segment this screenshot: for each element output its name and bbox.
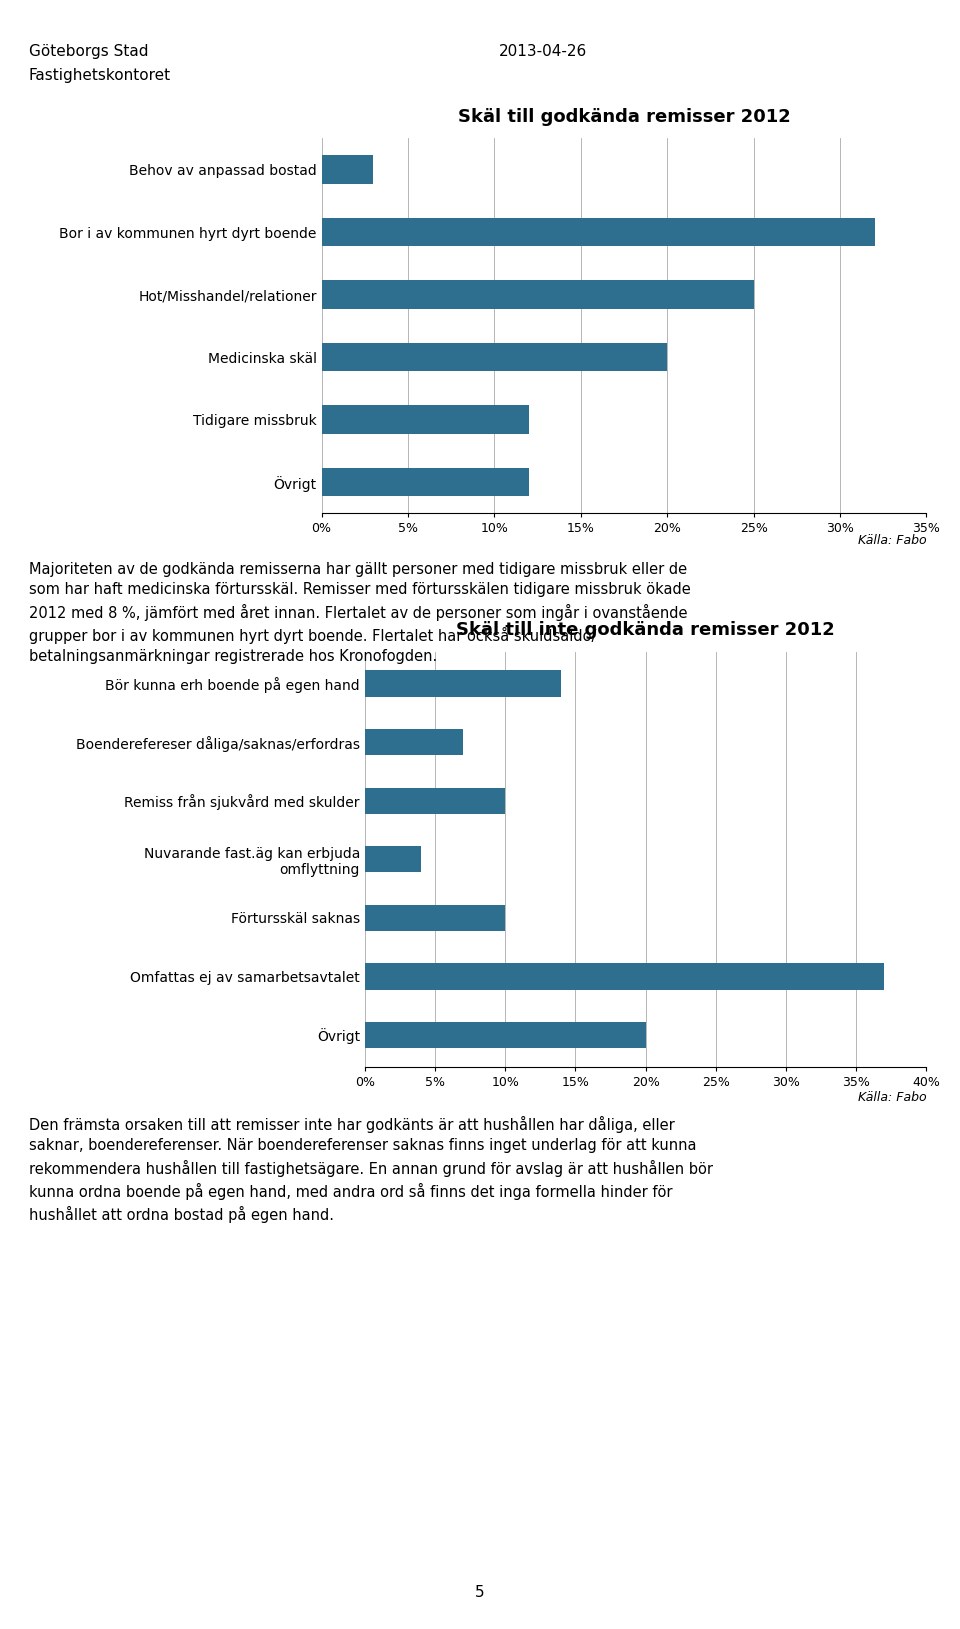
- Bar: [365, 963, 884, 989]
- Bar: [365, 671, 562, 697]
- Text: Göteborgs Stad: Göteborgs Stad: [29, 44, 148, 59]
- Text: Källa: Fabo: Källa: Fabo: [858, 534, 926, 547]
- Bar: [365, 904, 505, 932]
- Text: Den främsta orsaken till att remisser inte har godkänts är att hushållen har dål: Den främsta orsaken till att remisser in…: [29, 1116, 712, 1223]
- Bar: [322, 406, 529, 433]
- Bar: [322, 280, 754, 308]
- Bar: [322, 468, 529, 497]
- Bar: [365, 1021, 645, 1047]
- Bar: [365, 787, 505, 814]
- Bar: [365, 845, 420, 873]
- Title: Skäl till godkända remisser 2012: Skäl till godkända remisser 2012: [458, 108, 790, 125]
- Bar: [322, 155, 373, 184]
- Bar: [365, 730, 463, 756]
- Text: Fastighetskontoret: Fastighetskontoret: [29, 68, 171, 83]
- Text: 5: 5: [475, 1585, 485, 1600]
- Text: Källa: Fabo: Källa: Fabo: [858, 1091, 926, 1104]
- Text: 2013-04-26: 2013-04-26: [499, 44, 588, 59]
- Title: Skäl till inte godkända remisser 2012: Skäl till inte godkända remisser 2012: [456, 621, 835, 639]
- Bar: [322, 218, 875, 246]
- Bar: [322, 344, 667, 371]
- Text: Majoriteten av de godkända remisserna har gällt personer med tidigare missbruk e: Majoriteten av de godkända remisserna ha…: [29, 562, 690, 665]
